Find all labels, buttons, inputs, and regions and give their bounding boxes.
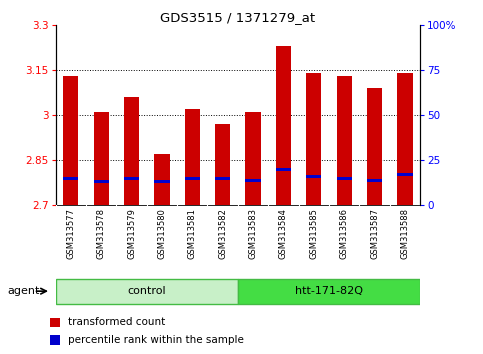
Bar [245,178,261,182]
Title: GDS3515 / 1371279_at: GDS3515 / 1371279_at [160,11,315,24]
Bar [398,73,412,205]
Text: transformed count: transformed count [68,318,165,327]
Text: GSM313577: GSM313577 [66,208,75,259]
Bar [215,124,230,205]
Text: GSM313579: GSM313579 [127,208,136,259]
Text: GSM313588: GSM313588 [400,208,410,259]
Text: GSM313583: GSM313583 [249,208,257,259]
Bar [306,175,322,178]
Bar [367,88,382,205]
Bar [276,46,291,205]
Bar [154,180,170,183]
Text: htt-171-82Q: htt-171-82Q [295,286,363,296]
FancyBboxPatch shape [238,279,420,304]
Text: GSM313581: GSM313581 [188,208,197,259]
Bar [50,318,60,327]
Bar [154,154,170,205]
Bar [367,178,382,182]
Bar [185,177,200,180]
Text: GSM313578: GSM313578 [97,208,106,259]
Bar [124,177,139,180]
FancyBboxPatch shape [56,279,238,304]
Text: GSM313586: GSM313586 [340,208,349,259]
Bar [94,180,109,183]
Bar [276,168,291,171]
Text: GSM313587: GSM313587 [370,208,379,259]
Bar [63,177,78,180]
Text: percentile rank within the sample: percentile rank within the sample [68,335,243,345]
Bar [94,112,109,205]
Text: control: control [128,286,166,296]
Bar [306,73,322,205]
Bar [398,173,412,176]
Bar [337,76,352,205]
Text: GSM313584: GSM313584 [279,208,288,259]
Bar [215,177,230,180]
Text: GSM313580: GSM313580 [157,208,167,259]
Bar [245,112,261,205]
Text: agent: agent [7,286,40,296]
Text: GSM313582: GSM313582 [218,208,227,259]
Bar [337,177,352,180]
Bar [50,335,60,345]
Bar [63,76,78,205]
Bar [185,109,200,205]
Text: GSM313585: GSM313585 [309,208,318,259]
Bar [124,97,139,205]
